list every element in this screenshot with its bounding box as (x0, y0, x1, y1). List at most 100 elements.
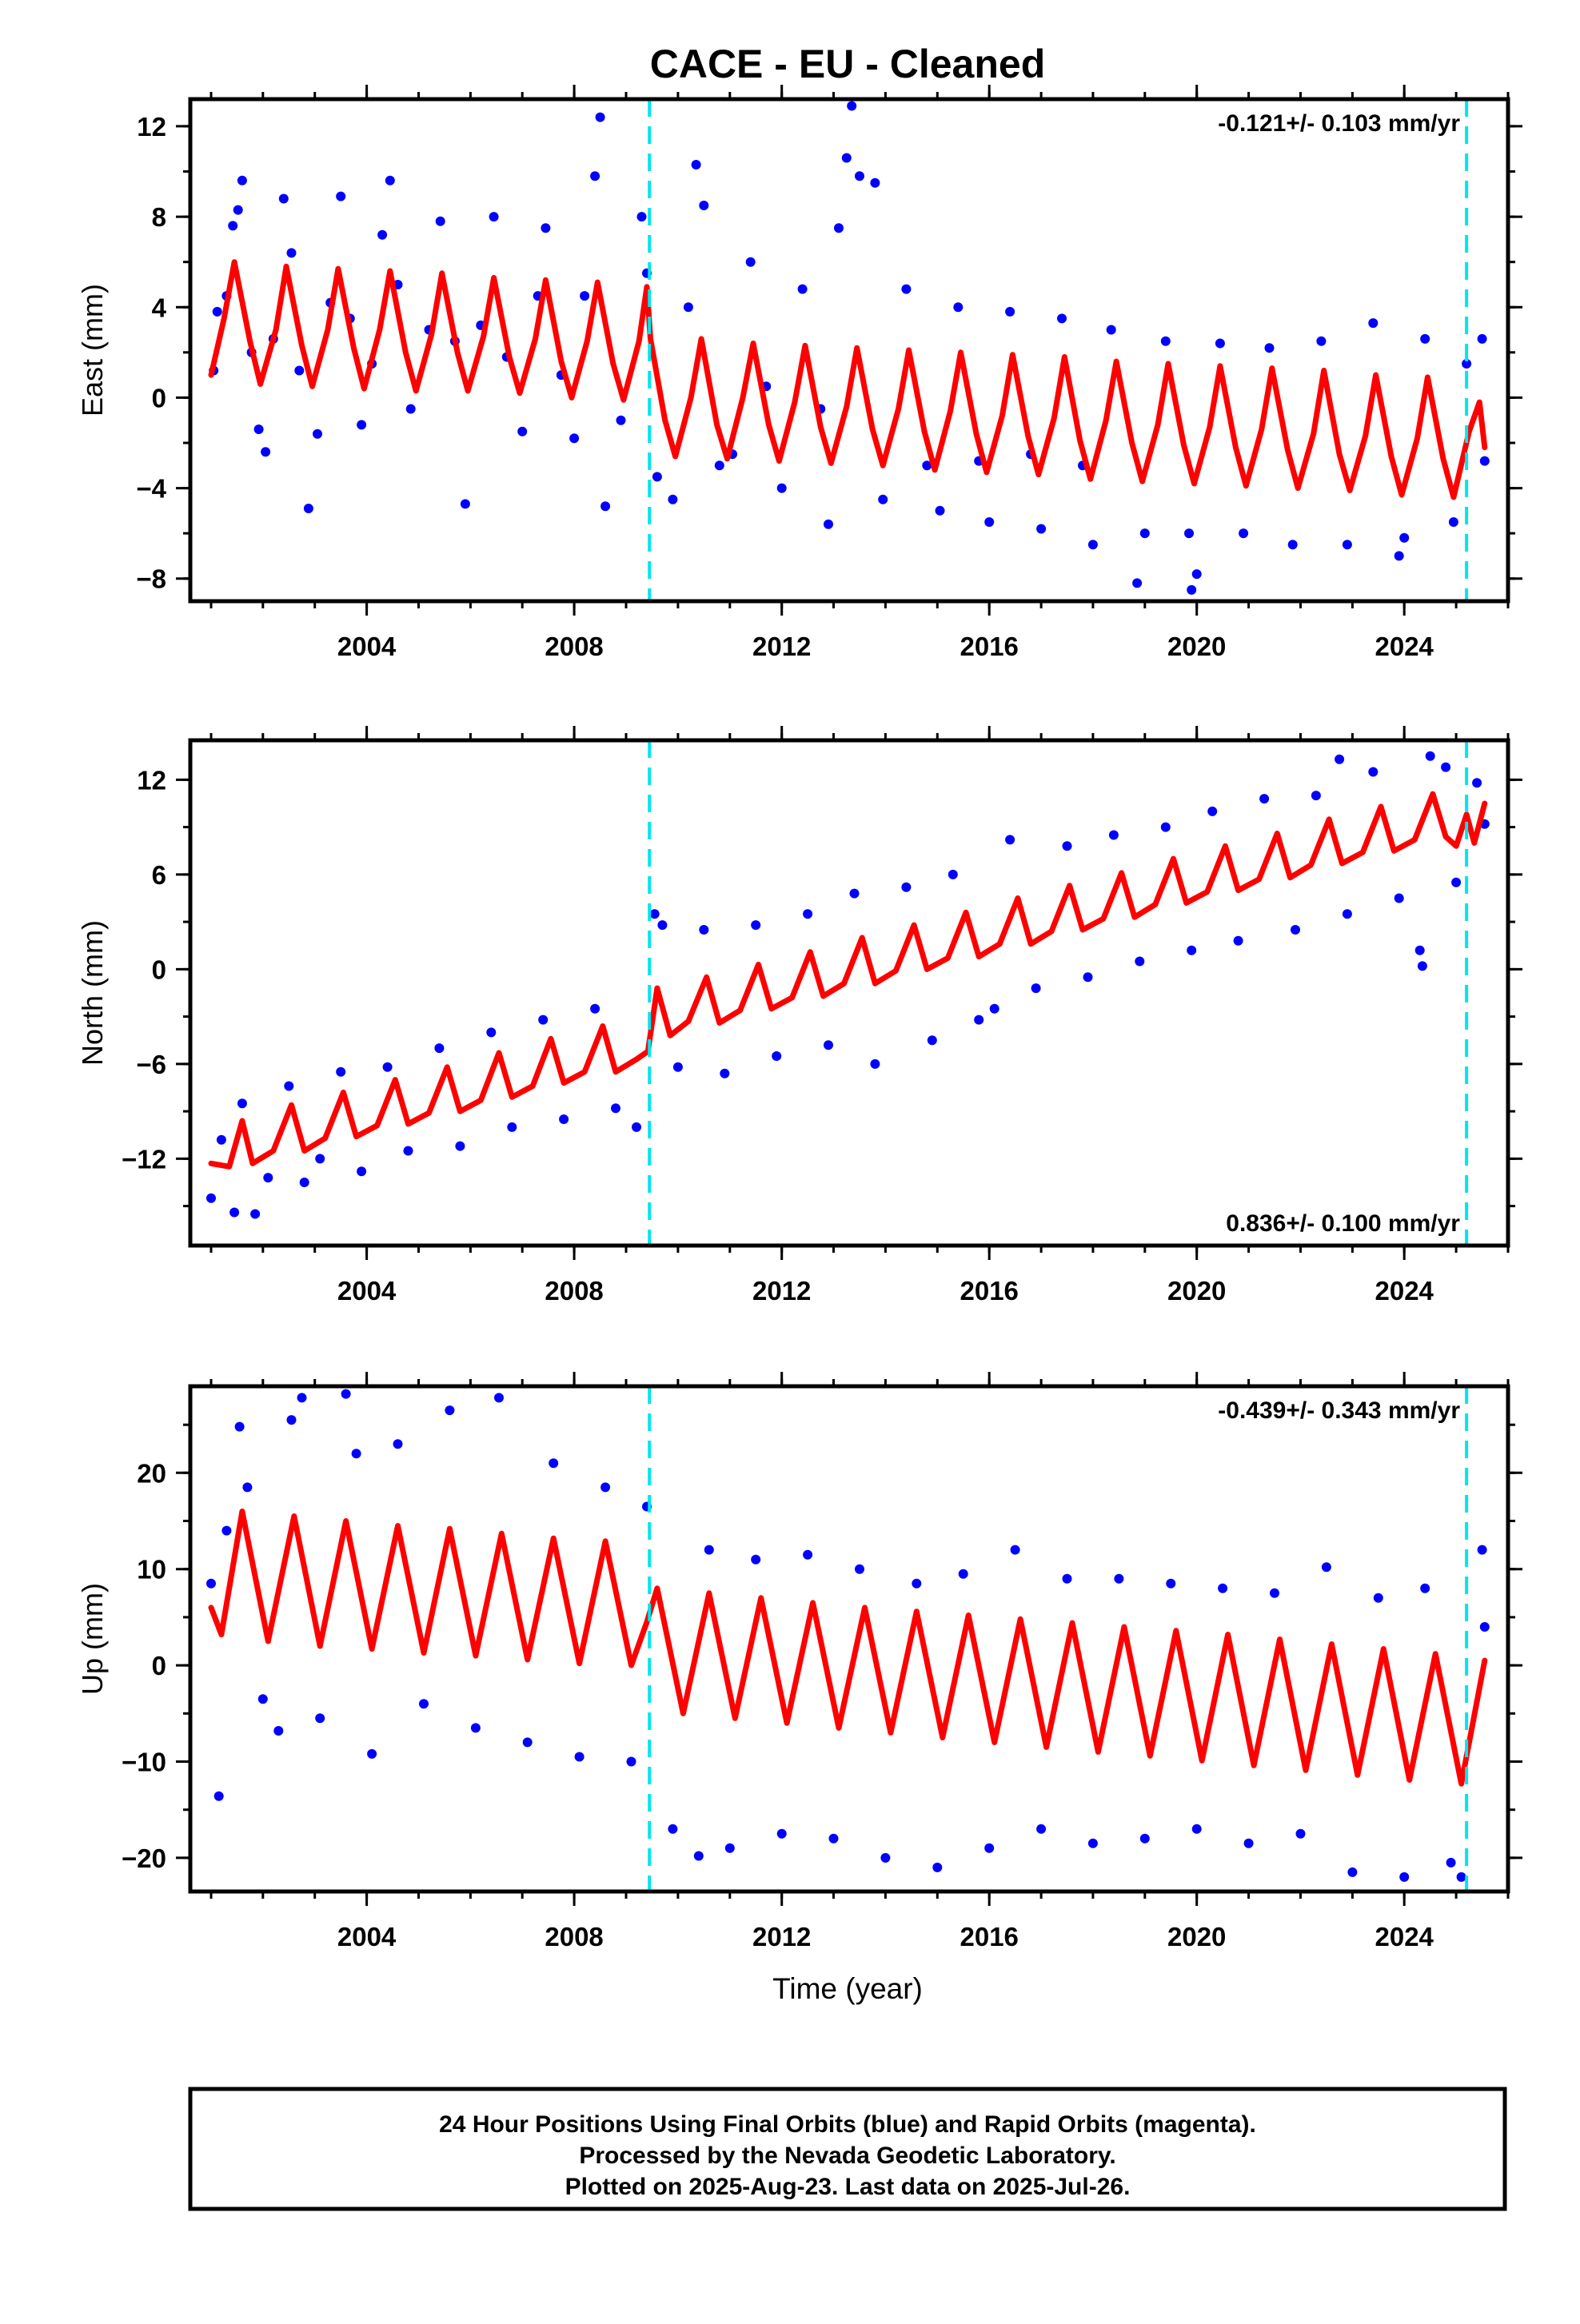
up-data-point (693, 1851, 704, 1861)
up-data-point (984, 1843, 995, 1853)
up-y-tick-label: 0 (152, 1651, 166, 1680)
up-data-point (912, 1578, 922, 1589)
east-data-point (1399, 532, 1410, 543)
north-data-point (901, 882, 912, 892)
east-data-point (922, 460, 932, 471)
north-data-point (948, 869, 958, 879)
up-data-point (668, 1824, 678, 1834)
north-data-point (382, 1062, 393, 1072)
east-data-point (212, 306, 222, 317)
up-data-point (880, 1852, 891, 1863)
north-data-point (824, 1040, 833, 1050)
east-data-point (1139, 528, 1150, 539)
east-x-tick-label: 2008 (545, 632, 603, 661)
east-data-point (901, 284, 912, 294)
east-data-point (590, 171, 600, 181)
north-x-tick-label: 2016 (960, 1276, 1018, 1306)
east-data-point (699, 201, 709, 210)
east-data-point (824, 519, 833, 529)
east-data-point (1087, 540, 1098, 550)
north-x-tick-label: 2004 (337, 1276, 397, 1306)
north-data-point (299, 1178, 309, 1187)
up-data-point (213, 1791, 224, 1801)
north-data-point (1108, 830, 1119, 840)
north-y-tick-label: 6 (152, 860, 166, 890)
east-data-point (253, 425, 264, 434)
north-data-point (1394, 893, 1404, 903)
east-data-point (1368, 318, 1379, 329)
north-data-point (1342, 909, 1352, 919)
up-data-point (341, 1389, 351, 1399)
footer-frame (188, 2087, 1507, 2211)
chart-title: CACE - EU - Cleaned (650, 42, 1046, 86)
north-data-point (870, 1058, 880, 1069)
east-data-point (1184, 528, 1194, 539)
up-velocity-label: -0.439+/- 0.343 mm/yr (1218, 1397, 1460, 1424)
east-data-point (1448, 517, 1458, 527)
up-data-point (393, 1439, 403, 1449)
east-y-axis-label: East (mm) (76, 284, 109, 417)
east-data-point (797, 284, 808, 294)
east-data-point (636, 212, 647, 222)
east-data-point (870, 177, 880, 188)
up-data-point (1420, 1583, 1430, 1593)
east-axes-frame (188, 97, 1510, 604)
east-data-point (294, 365, 305, 376)
east-data-point (668, 494, 678, 504)
east-data-point (1132, 578, 1143, 588)
north-data-point (357, 1166, 367, 1177)
up-data-point (1479, 1622, 1490, 1632)
north-data-point (974, 1015, 984, 1025)
east-data-point (616, 415, 626, 425)
up-data-point (1270, 1588, 1279, 1598)
east-data-point (569, 433, 580, 444)
north-data-point (206, 1193, 216, 1203)
up-axes-frame (188, 1384, 1510, 1894)
north-data-point (1062, 841, 1072, 851)
north-data-point (263, 1173, 273, 1183)
east-data-point (1462, 359, 1472, 369)
up-data-point (1036, 1824, 1047, 1834)
east-y-tick-label: −4 (136, 474, 166, 504)
up-data-point (315, 1713, 325, 1724)
up-data-point (828, 1833, 839, 1844)
north-data-point (336, 1066, 346, 1077)
east-data-point (336, 191, 346, 201)
north-data-point (649, 909, 660, 919)
north-data-point (229, 1207, 240, 1218)
north-x-tick-label: 2008 (545, 1276, 603, 1306)
up-data-point (1010, 1545, 1020, 1555)
up-data-point (724, 1843, 735, 1853)
east-data-point (1187, 584, 1197, 595)
north-data-point (1311, 791, 1321, 801)
east-data-point (228, 221, 238, 231)
east-x-tick-label: 2012 (752, 632, 811, 661)
north-data-point (1135, 956, 1145, 967)
north-data-point (1259, 794, 1270, 804)
east-data-point (984, 517, 995, 527)
north-panel: 2004 2008 2012 2016 2020 2024 −12 −6 0 6 12 North (… (76, 726, 1522, 1306)
east-data-point (435, 216, 445, 226)
east-data-point (517, 426, 528, 436)
east-data-point (489, 212, 499, 222)
up-data-point (286, 1415, 297, 1425)
east-data-point (261, 447, 271, 457)
up-data-point (1062, 1573, 1072, 1584)
up-data-point (1166, 1578, 1176, 1589)
north-data-point (1207, 806, 1218, 816)
east-data-point (237, 175, 247, 185)
up-data-point (351, 1449, 361, 1459)
north-data-point (1335, 754, 1345, 764)
north-y-axis-label: North (mm) (76, 920, 109, 1066)
east-x-tick-label: 2016 (960, 632, 1018, 661)
east-y-tick-label: 4 (152, 293, 167, 322)
north-data-point (1291, 925, 1300, 935)
up-data-point (221, 1525, 232, 1536)
north-data-point (284, 1081, 294, 1091)
north-data-point (657, 920, 668, 931)
east-data-point (841, 153, 852, 163)
north-data-point (538, 1015, 549, 1025)
north-data-point (1083, 972, 1093, 983)
up-data-point (704, 1545, 714, 1555)
east-data-point (278, 193, 289, 204)
